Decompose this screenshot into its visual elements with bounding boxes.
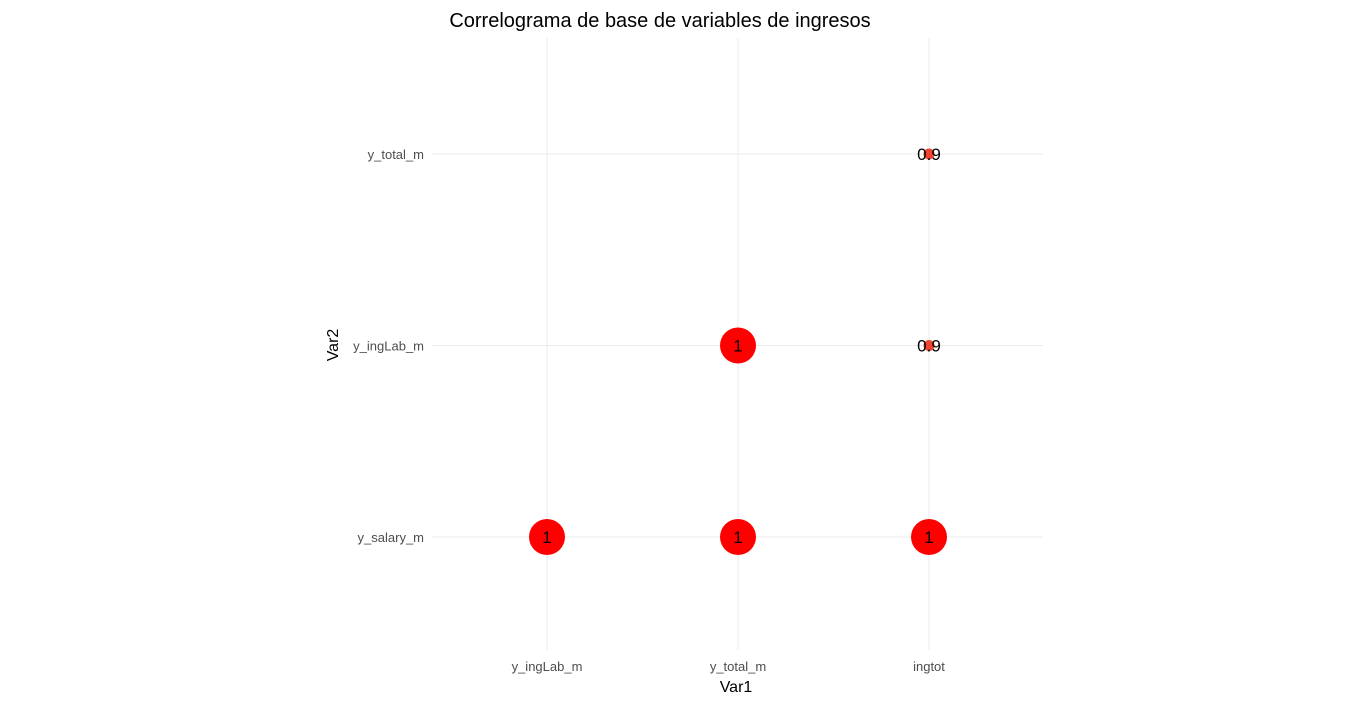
y-axis-title: Var2 — [325, 329, 342, 362]
y-tick-label: y_total_m — [368, 147, 424, 162]
x-tick-label: y_ingLab_m — [512, 659, 583, 674]
y-tick-label: y_ingLab_m — [353, 339, 424, 354]
correlation-value-label: 1 — [924, 528, 933, 547]
x-tick-label: ingtot — [913, 659, 945, 674]
x-axis-title: Var1 — [720, 679, 753, 696]
correlation-value-label: 1 — [733, 528, 742, 547]
correlation-point — [529, 519, 565, 555]
correlation-point — [923, 148, 935, 160]
data-points: 1 1 1 1 0.9 0.9 — [529, 145, 947, 555]
x-tick-label: y_total_m — [710, 659, 766, 674]
y-tick-label: y_salary_m — [358, 530, 424, 545]
correlation-point — [720, 327, 756, 364]
correlation-point — [720, 519, 756, 555]
chart-title: Correlograma de base de variables de ing… — [449, 10, 870, 32]
correlation-value-label: 1 — [542, 528, 551, 547]
correlation-point — [911, 519, 947, 555]
x-tick-labels: y_ingLab_m y_total_m ingtot — [512, 659, 946, 674]
correlation-value-label: 1 — [733, 337, 742, 356]
correlation-value-label: 0.9 — [917, 145, 941, 164]
y-tick-labels: y_salary_m y_ingLab_m y_total_m — [353, 147, 424, 545]
correlation-value-label: 0.9 — [917, 337, 941, 356]
correlation-point — [923, 340, 935, 351]
